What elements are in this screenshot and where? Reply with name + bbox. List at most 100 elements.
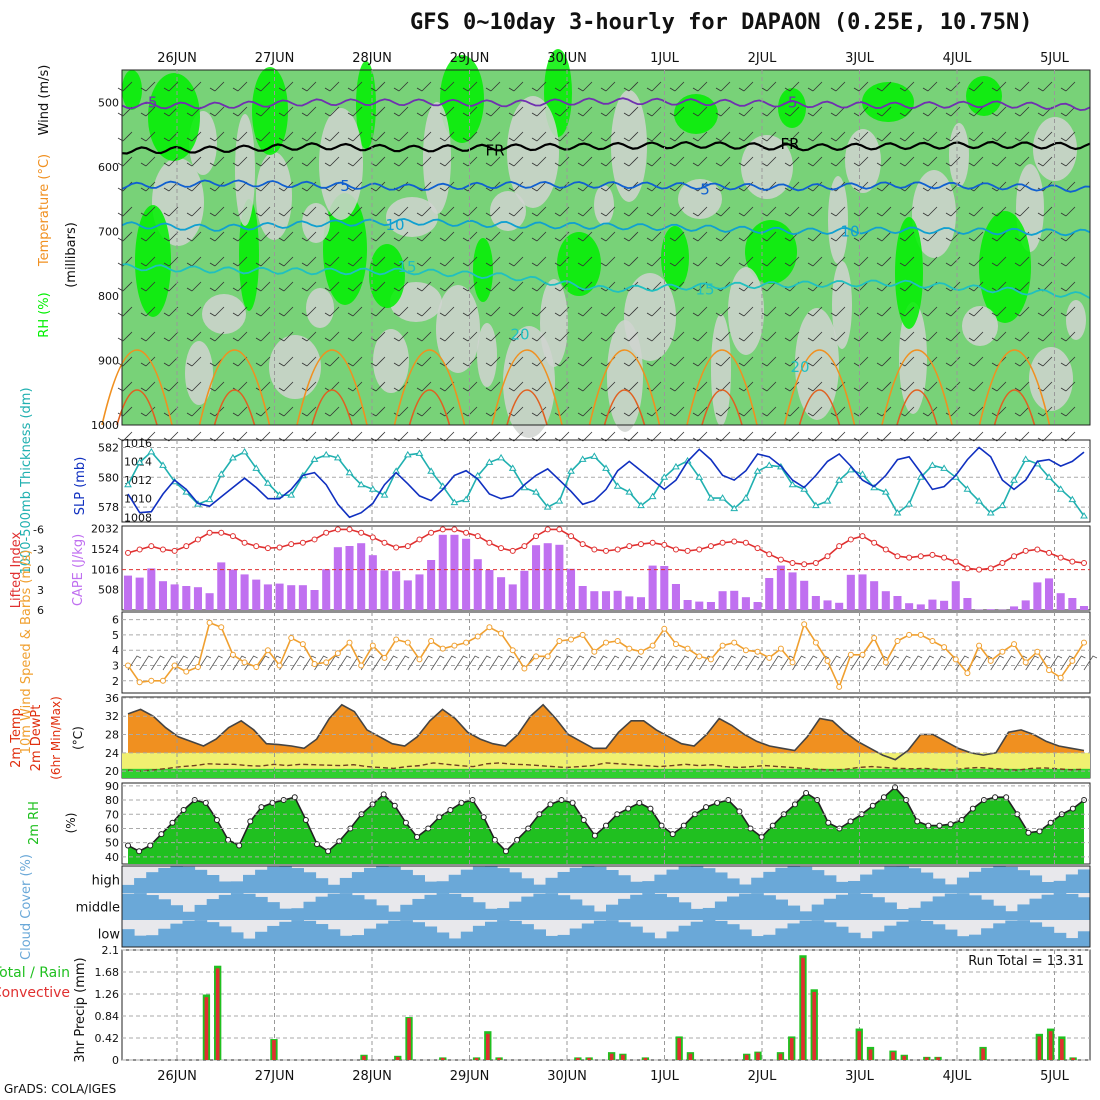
thickness-point: [881, 488, 890, 495]
cloud-cell: [206, 899, 220, 920]
rh2m-point: [869, 802, 876, 809]
wind10m-point: [509, 647, 516, 654]
wind10m-point: [125, 662, 131, 669]
cloud-cell: [267, 902, 280, 920]
wind10m-point: [824, 657, 831, 664]
wind-axis-label: Wind (m/s): [37, 65, 52, 136]
wind10m-barb: [430, 655, 445, 671]
wind-barb: [715, 406, 731, 417]
wind-barb: [347, 156, 363, 167]
rh2m-point: [436, 814, 443, 821]
cloud-cell: [497, 908, 510, 920]
wind10m-barb: [337, 655, 352, 671]
wind-barb: [554, 381, 570, 392]
wind10m-point: [439, 645, 446, 652]
cape-bar: [811, 596, 820, 610]
wind-barb: [761, 231, 777, 242]
wind-barb: [738, 306, 754, 317]
precip-tick: 1.68: [95, 966, 120, 979]
rh-area: [611, 90, 647, 202]
temp-axis-label: 2m Temp: [9, 708, 24, 768]
wind-barb: [738, 256, 754, 267]
wind-barb: [623, 131, 639, 142]
wind-barb: [738, 331, 754, 342]
rh-area: [302, 203, 330, 243]
wind-barb: [669, 356, 685, 367]
cloud-cell: [424, 894, 438, 920]
cloud-cell: [642, 932, 655, 947]
cape-bar: [240, 574, 249, 610]
rh2m-point: [169, 819, 176, 826]
cloud-row-label: low: [98, 928, 121, 943]
isotherm-25: [978, 349, 1051, 426]
lifted-point: [976, 566, 983, 573]
wind10m-point: [299, 641, 306, 648]
lifted-point: [871, 539, 878, 546]
wind-barb: [853, 306, 869, 317]
wind-barb: [347, 181, 363, 192]
cape-bar: [543, 543, 552, 610]
wind-barb: [232, 331, 248, 342]
wind10m-barb: [150, 655, 165, 671]
wind-barb: [232, 231, 248, 242]
wind-barb: [784, 256, 800, 267]
wind-barb: [1060, 256, 1076, 267]
thickness-point: [730, 504, 739, 512]
lifted-tick: -6: [33, 523, 44, 536]
rh-area: [319, 108, 363, 220]
thickness-point: [1021, 455, 1030, 462]
wind-barb: [623, 156, 639, 167]
wind-barb: [554, 256, 570, 267]
cloud-cell: [860, 874, 873, 893]
wind-barb: [669, 331, 685, 342]
wind10m-barb: [500, 655, 515, 671]
wind-barb: [485, 131, 501, 142]
rh-area: [661, 226, 689, 290]
wind10m-point: [882, 659, 889, 666]
thickness-point: [543, 503, 552, 510]
wind10m-barb: [220, 655, 235, 671]
cloud-cell: [787, 866, 801, 893]
rh2m-point: [958, 816, 965, 823]
wind-barb: [416, 406, 432, 417]
slp-axis-label: SLP (mb): [73, 457, 88, 516]
lifted-point: [498, 545, 505, 552]
precip-conv-bar: [801, 957, 805, 1060]
wind10m-barb: [803, 655, 818, 671]
lifted-point: [568, 533, 575, 540]
wind-barb: [876, 331, 892, 342]
rh-area: [962, 306, 998, 346]
rh-area: [373, 329, 409, 393]
cloud-cell: [230, 893, 244, 920]
wind-barb: [669, 231, 685, 242]
cloud-cell: [799, 920, 813, 947]
cloud-cell: [872, 931, 885, 947]
wind-barb: [301, 281, 317, 292]
cloud-cell: [714, 901, 728, 920]
cloud-cell: [170, 905, 183, 920]
wind-barb: [807, 331, 823, 342]
cape-bar: [520, 570, 529, 610]
wind-barb: [600, 231, 616, 242]
isotherm-30: [311, 389, 353, 426]
wind-barb: [669, 206, 685, 217]
cape-bar: [940, 600, 949, 610]
cloud-cell: [400, 869, 413, 893]
wind-barb: [623, 231, 639, 242]
rh2m-point: [847, 818, 854, 825]
precip-conv-bar: [902, 1055, 907, 1060]
cloud-cell: [848, 932, 861, 947]
lifted-point: [684, 547, 691, 554]
cape-tick: 1524: [91, 543, 119, 556]
wind-barb: [991, 256, 1007, 267]
wind-barb: [485, 231, 501, 242]
wind-barb: [692, 156, 708, 167]
wind-barb: [485, 381, 501, 392]
cloud-cell: [545, 893, 559, 920]
wind-barb: [1037, 81, 1053, 92]
wind-barb: [577, 81, 593, 92]
wind-barb: [922, 131, 938, 142]
rh2m-point: [136, 848, 143, 855]
lifted-point: [509, 547, 516, 554]
cloud-cell: [485, 921, 498, 947]
